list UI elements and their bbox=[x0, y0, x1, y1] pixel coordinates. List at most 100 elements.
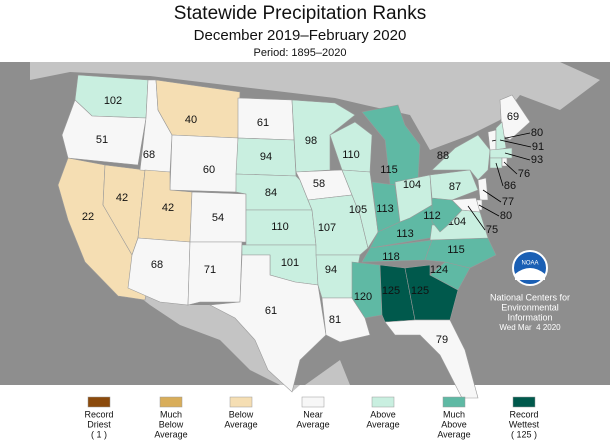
state-rank: 54 bbox=[212, 212, 224, 224]
state-rank: 94 bbox=[325, 264, 337, 276]
legend-label: Below bbox=[159, 419, 184, 429]
state bbox=[61, 99, 147, 166]
state bbox=[351, 261, 383, 319]
state-rank: 58 bbox=[313, 178, 325, 190]
period: Period: 1895–2020 bbox=[254, 47, 347, 59]
state-rank: 75 bbox=[486, 224, 498, 236]
legend-label: Wettest bbox=[509, 419, 540, 429]
state-rank: 71 bbox=[204, 264, 216, 276]
state bbox=[341, 169, 379, 249]
state-rank: 94 bbox=[260, 151, 272, 163]
state-rank: 98 bbox=[305, 135, 317, 147]
state-rank: 80 bbox=[500, 210, 512, 222]
legend-label: Average bbox=[154, 429, 187, 439]
credit: Wed Mar 4 2020 bbox=[499, 323, 561, 332]
legend-swatch bbox=[442, 396, 466, 408]
leader-line bbox=[499, 139, 532, 148]
legend-label: Much bbox=[443, 409, 465, 419]
state-rank: 68 bbox=[151, 259, 163, 271]
state-rank: 107 bbox=[318, 222, 336, 234]
state-rank: 105 bbox=[349, 204, 367, 216]
state bbox=[495, 121, 507, 151]
leader-line bbox=[504, 152, 531, 161]
legend-label: Average bbox=[224, 419, 257, 429]
leader-line bbox=[467, 205, 486, 231]
legend-label: Driest bbox=[87, 419, 111, 429]
credit: Environmental bbox=[501, 302, 559, 312]
leader-line bbox=[495, 162, 504, 187]
subtitle: December 2019–February 2020 bbox=[194, 27, 407, 44]
legend-swatch bbox=[301, 396, 325, 408]
state-rank: 61 bbox=[257, 117, 269, 129]
legend-swatch bbox=[159, 396, 183, 408]
legend-label: Average bbox=[366, 419, 399, 429]
state-rank: 112 bbox=[423, 210, 441, 222]
state-rank: 77 bbox=[502, 196, 514, 208]
state bbox=[451, 197, 481, 213]
state-rank: 115 bbox=[380, 164, 398, 176]
leader-line bbox=[478, 204, 500, 217]
state-rank: 40 bbox=[185, 114, 197, 126]
state-rank: 61 bbox=[265, 305, 277, 317]
legend-label: Average bbox=[437, 429, 470, 439]
legend-label: Above bbox=[441, 419, 467, 429]
legend-label: Near bbox=[303, 409, 323, 419]
state-rank: 80 bbox=[531, 127, 543, 139]
state-rank: 113 bbox=[376, 203, 394, 215]
legend-label: ( 125 ) bbox=[511, 429, 537, 439]
state-rank: 104 bbox=[403, 179, 421, 191]
legend-swatch bbox=[87, 396, 111, 408]
title: Statewide Precipitation Ranks bbox=[174, 3, 426, 24]
state-rank: 113 bbox=[396, 228, 414, 240]
state-rank: 110 bbox=[271, 221, 289, 233]
state-rank: 79 bbox=[436, 334, 448, 346]
state-rank: 125 bbox=[411, 285, 429, 297]
legend-label: Record bbox=[509, 409, 538, 419]
state-rank: 120 bbox=[354, 291, 372, 303]
state-rank: 87 bbox=[449, 181, 461, 193]
state-rank: 102 bbox=[104, 95, 122, 107]
legend-swatch bbox=[229, 396, 253, 408]
state-rank: 118 bbox=[382, 251, 400, 263]
canada bbox=[30, 62, 600, 150]
state-rank: 76 bbox=[518, 168, 530, 180]
state bbox=[429, 169, 479, 201]
state-rank: 22 bbox=[82, 211, 94, 223]
legend-label: Average bbox=[296, 419, 329, 429]
state-rank: 81 bbox=[329, 314, 341, 326]
state-rank: 86 bbox=[504, 180, 516, 192]
legend-label: Record bbox=[84, 409, 113, 419]
state-rank: 101 bbox=[281, 257, 299, 269]
state-rank: 60 bbox=[203, 164, 215, 176]
state-rank: 91 bbox=[532, 141, 544, 153]
state-rank: 125 bbox=[382, 285, 400, 297]
logo-text: NOAA bbox=[521, 261, 538, 267]
state-rank: 110 bbox=[342, 149, 360, 161]
state-rank: 124 bbox=[430, 264, 448, 276]
state-rank: 93 bbox=[531, 154, 543, 166]
credit: Information bbox=[507, 312, 552, 322]
state-rank: 42 bbox=[116, 192, 128, 204]
mexico bbox=[128, 288, 350, 392]
state bbox=[329, 121, 373, 173]
legend-label: Below bbox=[229, 409, 254, 419]
state bbox=[208, 254, 327, 393]
legend-label: Much bbox=[160, 409, 182, 419]
state-rank: 84 bbox=[265, 187, 277, 199]
legend-swatch bbox=[512, 396, 536, 408]
state-rank: 88 bbox=[437, 150, 449, 162]
state-rank: 115 bbox=[447, 244, 465, 256]
state bbox=[187, 241, 243, 306]
state-rank: 68 bbox=[143, 149, 155, 161]
credit: National Centers for bbox=[490, 292, 570, 302]
legend-label: ( 1 ) bbox=[91, 429, 107, 439]
legend-label: Above bbox=[370, 409, 396, 419]
state bbox=[489, 147, 513, 159]
logo-wave bbox=[515, 268, 545, 280]
leader-line bbox=[482, 189, 502, 203]
state bbox=[477, 177, 489, 201]
legend-swatch bbox=[371, 396, 395, 408]
state bbox=[431, 134, 491, 181]
state bbox=[384, 319, 479, 399]
